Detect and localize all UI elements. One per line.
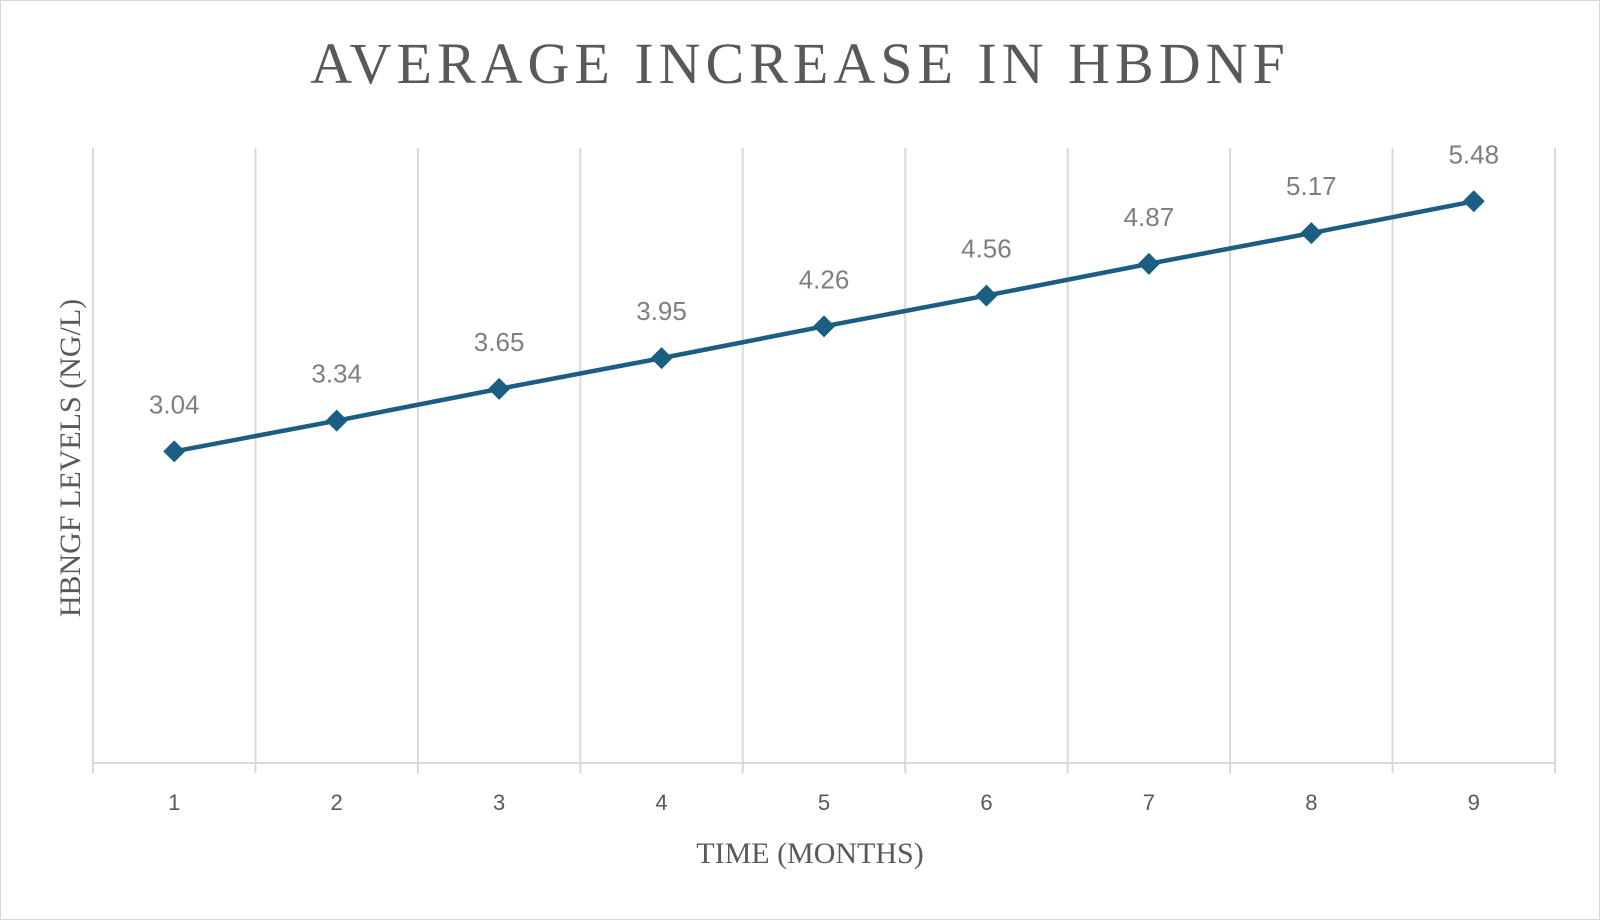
data-label: 3.04 (149, 389, 200, 419)
data-point-marker (1300, 222, 1323, 245)
chart-title: AVERAGE INCREASE IN HBDNF (310, 31, 1290, 96)
x-tick-label: 8 (1305, 790, 1317, 815)
data-point-marker (1137, 252, 1160, 275)
data-point-marker (813, 315, 835, 338)
x-tick-label: 1 (168, 790, 180, 815)
series-markers (163, 190, 1485, 463)
data-label: 4.87 (1124, 202, 1175, 232)
data-point-marker (488, 377, 511, 400)
data-label: 4.56 (961, 234, 1012, 264)
data-label: 3.65 (474, 327, 525, 357)
data-label: 4.26 (799, 264, 850, 294)
data-point-marker (325, 409, 348, 432)
data-point-marker (1462, 190, 1485, 213)
x-tick-label: 7 (1143, 790, 1155, 815)
data-label: 3.95 (636, 296, 687, 326)
x-tick-label: 9 (1468, 790, 1480, 815)
data-point-marker (975, 284, 998, 307)
data-label: 5.48 (1448, 139, 1499, 169)
x-tick-label: 4 (655, 790, 667, 815)
data-point-marker (163, 440, 186, 463)
x-tick-label: 5 (818, 790, 830, 815)
data-label: 3.34 (311, 359, 362, 389)
x-tick-labels: 1 2 3 4 5 6 7 8 9 (168, 790, 1480, 815)
data-point-marker (650, 347, 673, 370)
x-tick-label: 3 (493, 790, 505, 815)
grid-lines (92, 148, 1556, 773)
data-labels: 3.04 3.34 3.65 3.95 4.26 4.56 4.87 5.17 5.48 (149, 139, 1499, 419)
x-tick-label: 6 (980, 790, 992, 815)
y-axis-title: HBNGF LEVELS (NG/L) (54, 299, 87, 617)
x-axis-title: TIME (MONTHS) (696, 837, 923, 870)
x-tick-label: 2 (331, 790, 343, 815)
data-label: 5.17 (1286, 171, 1337, 201)
